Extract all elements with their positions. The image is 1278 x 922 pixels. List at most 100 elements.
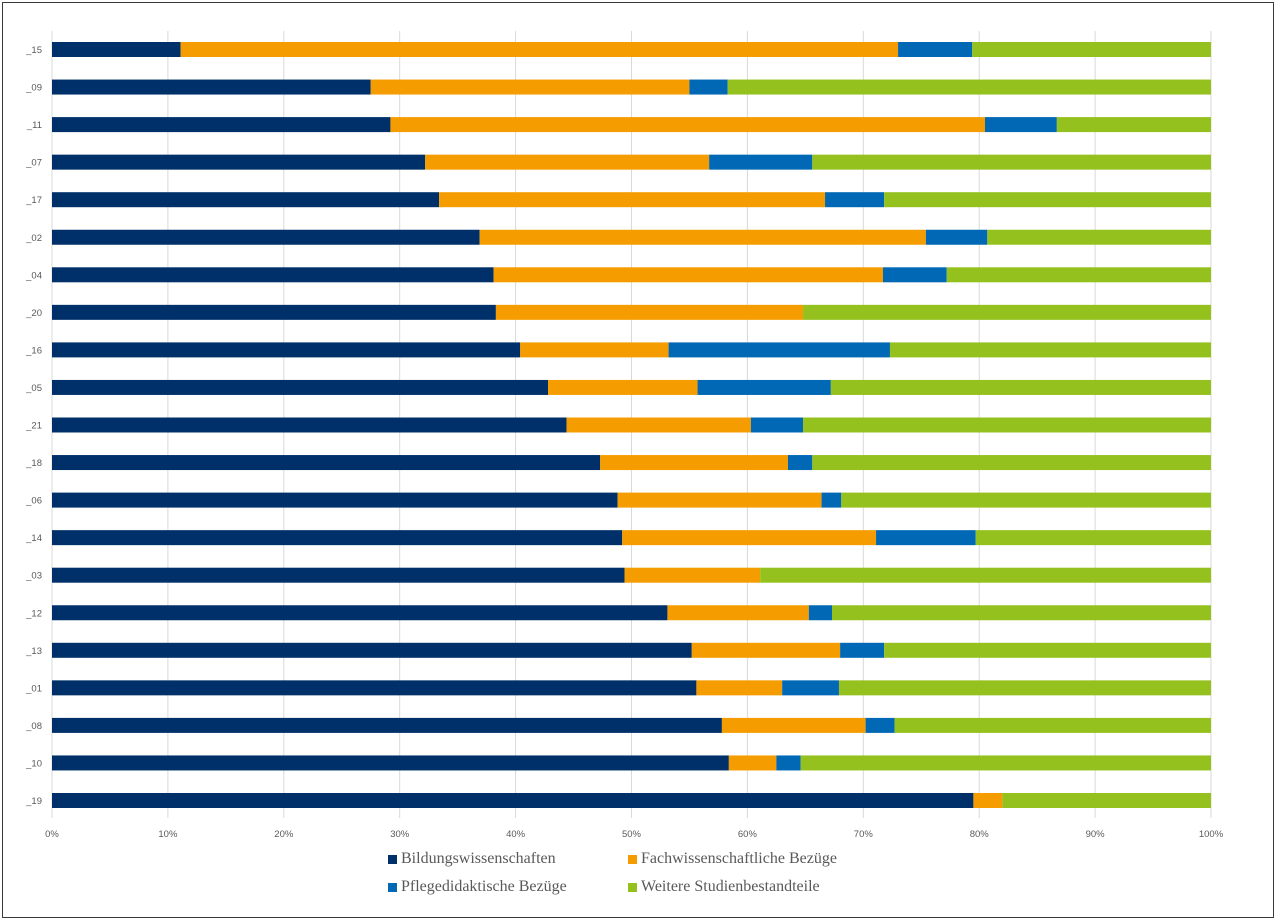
bar-segment bbox=[52, 79, 371, 95]
category-label: _12 bbox=[25, 608, 42, 619]
x-tick-label: 0% bbox=[45, 829, 59, 840]
bar-segment bbox=[898, 42, 973, 57]
bar-segment bbox=[840, 642, 885, 658]
bar-segment bbox=[830, 379, 1211, 395]
category-label: _09 bbox=[25, 83, 42, 94]
bar-segment bbox=[425, 154, 710, 170]
bar-segment bbox=[52, 755, 729, 771]
bar-segment bbox=[894, 717, 1211, 733]
legend-label: Bildungswissenschaften bbox=[401, 850, 556, 867]
bar-segment bbox=[865, 717, 895, 733]
bar-segment bbox=[832, 605, 1211, 621]
bar-segment bbox=[696, 680, 783, 696]
bar-segment bbox=[52, 379, 549, 395]
legend-item-fachwissenschaftliche-bezuege: Fachwissenschaftliche Bezüge bbox=[628, 850, 928, 868]
bar-segment bbox=[812, 154, 1211, 170]
bar-segment bbox=[624, 567, 761, 583]
bar-segment bbox=[180, 42, 899, 57]
bar-segment bbox=[884, 192, 1211, 208]
x-tick-label: 100% bbox=[1199, 829, 1224, 840]
category-label: _16 bbox=[25, 345, 42, 356]
bars bbox=[52, 42, 1211, 808]
category-label: _07 bbox=[25, 158, 42, 169]
bar-segment bbox=[812, 455, 1211, 471]
bar-segment bbox=[495, 304, 804, 320]
bar-row bbox=[52, 417, 1211, 433]
bar-segment bbox=[728, 755, 777, 771]
bar-segment bbox=[782, 680, 839, 696]
bar-segment bbox=[390, 117, 985, 133]
bar-segment bbox=[52, 304, 496, 320]
bar-row bbox=[52, 492, 1211, 508]
bar-segment bbox=[1056, 117, 1211, 133]
bar-segment bbox=[52, 717, 722, 733]
bar-segment bbox=[803, 417, 1211, 433]
x-tick-label: 80% bbox=[970, 829, 990, 840]
bar-segment bbox=[52, 267, 494, 283]
bar-segment bbox=[52, 229, 480, 245]
bar-segment bbox=[803, 304, 1211, 320]
bar-segment bbox=[883, 267, 947, 283]
bar-row bbox=[52, 455, 1211, 471]
legend-swatch-icon bbox=[628, 854, 637, 864]
bar-segment bbox=[821, 492, 842, 508]
bar-row bbox=[52, 755, 1211, 771]
bar-row bbox=[52, 530, 1211, 546]
bar-segment bbox=[439, 192, 826, 208]
x-tick-label: 10% bbox=[158, 829, 178, 840]
category-label: _19 bbox=[25, 796, 42, 807]
bar-segment bbox=[841, 492, 1211, 508]
bar-segment bbox=[972, 42, 1211, 57]
x-tick-label: 70% bbox=[854, 829, 874, 840]
bar-segment bbox=[721, 717, 866, 733]
bar-segment bbox=[52, 530, 623, 546]
bar-segment bbox=[622, 530, 877, 546]
legend-label: Fachwissenschaftliche Bezüge bbox=[641, 850, 837, 867]
bar-row bbox=[52, 342, 1211, 358]
category-label: _21 bbox=[25, 421, 42, 432]
bar-row bbox=[52, 154, 1211, 170]
bar-segment bbox=[787, 455, 813, 471]
bar-segment bbox=[667, 605, 809, 621]
bar-segment bbox=[52, 642, 692, 658]
bar-segment bbox=[987, 229, 1211, 245]
bar-segment bbox=[889, 342, 1211, 358]
category-label: _10 bbox=[25, 758, 42, 769]
bar-segment bbox=[52, 492, 618, 508]
bar-segment bbox=[709, 154, 813, 170]
bar-segment bbox=[479, 229, 926, 245]
bar-row bbox=[52, 42, 1211, 57]
bar-segment bbox=[750, 417, 804, 433]
bar-segment bbox=[52, 567, 625, 583]
bar-segment bbox=[520, 342, 669, 358]
bar-segment bbox=[52, 117, 391, 133]
bar-segment bbox=[825, 192, 885, 208]
category-label: _14 bbox=[25, 533, 42, 544]
bar-segment bbox=[776, 755, 801, 771]
bar-segment bbox=[52, 417, 567, 433]
legend-item-bildungswissenschaften: Bildungswissenschaften bbox=[388, 850, 628, 868]
bar-segment bbox=[838, 680, 1211, 696]
value-axis-ticks: 0% 10% 20% 30% 40% 50% 60% 70% 80% 90% 100% bbox=[45, 829, 1224, 840]
bar-segment bbox=[566, 417, 751, 433]
category-label: _01 bbox=[25, 683, 42, 694]
category-label: _18 bbox=[25, 458, 42, 469]
bar-segment bbox=[600, 455, 788, 471]
legend-item-weitere-studienbestandteile: Weitere Studienbestandteile bbox=[628, 878, 928, 896]
legend-label: Pflegedidaktische Bezüge bbox=[401, 878, 567, 895]
legend-swatch-icon bbox=[388, 854, 397, 864]
bar-segment bbox=[925, 229, 988, 245]
bar-row bbox=[52, 793, 1211, 808]
bar-segment bbox=[370, 79, 690, 95]
category-label: _17 bbox=[25, 195, 42, 206]
x-tick-label: 30% bbox=[390, 829, 410, 840]
bar-segment bbox=[668, 342, 890, 358]
x-tick-label: 90% bbox=[1086, 829, 1106, 840]
legend-item-pflegedidaktische-bezuege: Pflegedidaktische Bezüge bbox=[388, 878, 628, 896]
x-tick-label: 40% bbox=[506, 829, 526, 840]
bar-row bbox=[52, 304, 1211, 320]
bar-segment bbox=[876, 530, 976, 546]
bar-row bbox=[52, 717, 1211, 733]
bar-segment bbox=[727, 79, 1211, 95]
